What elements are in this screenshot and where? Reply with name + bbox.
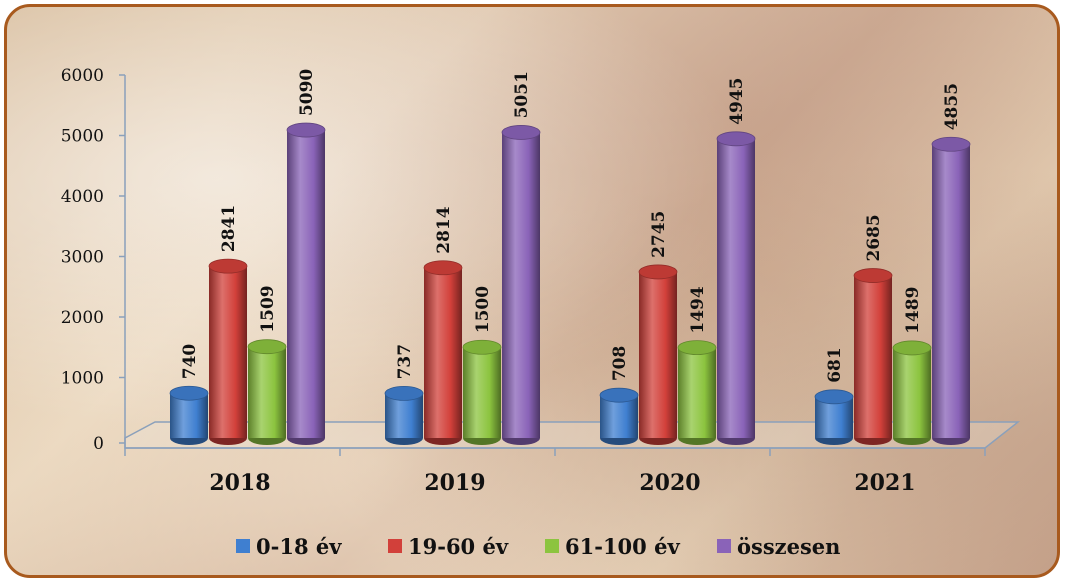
x-category-label: 2019 [424,470,485,496]
bar-top [892,340,932,356]
bar-top [677,340,717,356]
legend-item: 61-100 év [545,534,680,559]
x-category-label: 2020 [639,470,700,496]
bar-top [814,389,854,405]
bar-top [423,260,463,276]
legend-item: összesen [717,534,840,559]
legend-item: 19-60 év [388,534,509,559]
bar-body [678,347,716,438]
bar-top [247,339,287,355]
bar-2019-19-60-év [423,260,463,445]
bar-top [599,387,639,403]
legend-item: 0-18 év [236,534,342,559]
bar-2019-összesen [501,125,541,445]
bar-2018-0-18-év [169,385,209,445]
bar-top [208,258,248,274]
bar-body [717,138,755,438]
data-label: 2814 [434,206,454,253]
bar-2020-19-60-év [638,264,678,445]
legend-label: 19-60 év [408,534,509,559]
bar-body [893,347,931,438]
bar-top [384,386,424,401]
bar-2019-0-18-év [384,386,424,445]
x-category-label: 2021 [854,470,915,496]
bar-top [501,125,541,140]
y-tick-label: 3000 [61,248,104,268]
data-label: 2685 [864,214,884,261]
data-label: 681 [825,347,845,383]
y-tick-label: 5000 [61,127,104,147]
data-label: 1500 [473,286,493,333]
y-tick-label: 0 [93,434,104,454]
bar-body [463,347,501,438]
data-label: 5090 [297,69,317,116]
data-label: 2841 [219,205,239,252]
bar-2020-0-18-év [599,387,639,445]
bar-body [639,271,677,438]
bar-body [209,266,247,438]
legend-swatch [388,539,402,553]
bar-2018-19-60-év [208,258,248,445]
chart-axes: 0 1000 2000 3000 4000 5000 6000 [61,66,1021,456]
bar-2020-összesen [716,131,756,445]
bar-body [502,132,540,439]
bar-2021-61-100-év [892,340,932,445]
data-label: 1494 [688,286,708,333]
bar-body [424,267,462,438]
x-category-label: 2018 [209,470,270,496]
bar-top [853,268,893,283]
data-label: 737 [395,344,415,380]
legend-swatch [236,539,250,553]
y-tick-label: 2000 [61,308,104,328]
bar-2018-összesen [286,122,326,445]
chart-labels: 2018 2019 2020 2021 740 2841 1509 5090 737 2814 15… [180,69,962,496]
data-label: 2745 [649,211,669,258]
chart-bars [169,122,971,445]
legend-swatch [717,539,731,553]
bar-top [462,339,502,355]
data-label: 4945 [727,77,747,124]
legend-label: összesen [737,534,840,559]
bar-body [248,346,286,438]
bar-top [169,385,209,401]
data-label: 1509 [258,285,278,332]
bar-2021-összesen [931,136,971,445]
legend-swatch [545,539,559,553]
bar-2018-61-100-év [247,339,287,445]
bar-body [932,144,970,438]
bar-top [638,264,678,280]
y-tick-label: 1000 [61,369,104,389]
bar-body [287,130,325,438]
bar-2021-0-18-év [814,389,854,445]
bar-2021-19-60-év [853,268,893,445]
data-label: 708 [610,346,630,382]
data-label: 5051 [512,71,532,118]
bar-top [931,136,971,152]
legend-label: 61-100 év [565,534,680,559]
bar-top [716,131,756,147]
data-label: 1489 [903,287,923,334]
y-tick-label: 6000 [61,66,104,86]
data-label: 740 [180,344,200,380]
chart-legend: 0-18 év 19-60 év 61-100 év összesen [236,534,840,559]
bar-top [286,122,326,138]
bar-body [170,393,208,438]
legend-label: 0-18 év [256,534,342,559]
data-label: 4855 [942,83,962,130]
bar-2019-61-100-év [462,339,502,445]
y-tick-label: 4000 [61,187,104,207]
bar-body [385,393,423,438]
bar-body [854,275,892,438]
bar-2020-61-100-év [677,340,717,445]
